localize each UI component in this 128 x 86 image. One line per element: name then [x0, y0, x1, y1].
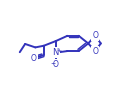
Text: O: O [31, 54, 37, 63]
Text: O: O [92, 47, 98, 56]
Text: +: + [56, 48, 61, 53]
Text: −: − [50, 60, 55, 65]
Text: O: O [92, 31, 98, 40]
Text: O: O [53, 60, 59, 69]
Text: N: N [52, 48, 59, 57]
Text: N: N [52, 48, 59, 57]
